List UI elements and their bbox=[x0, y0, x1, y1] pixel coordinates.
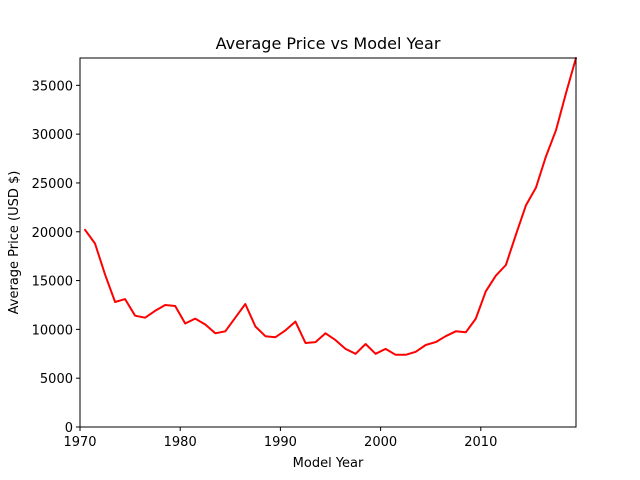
y-axis-ticks: 0 5000 10000 15000 20000 25000 30000 35000 bbox=[32, 79, 80, 436]
x-tick-label: 2010 bbox=[464, 435, 497, 450]
chart-title: Average Price vs Model Year bbox=[216, 34, 441, 53]
plot-area-frame bbox=[79, 57, 577, 428]
x-tick-label: 1970 bbox=[63, 435, 96, 450]
x-tick-label: 2000 bbox=[364, 435, 397, 450]
series-group bbox=[84, 57, 577, 356]
y-tick-label: 35000 bbox=[32, 79, 73, 94]
y-tick-label: 0 bbox=[65, 421, 73, 436]
y-tick-label: 15000 bbox=[32, 275, 73, 290]
y-tick-label: 5000 bbox=[40, 372, 73, 387]
y-tick-label: 25000 bbox=[32, 177, 73, 192]
x-tick-label: 1980 bbox=[164, 435, 197, 450]
x-tick-label: 1990 bbox=[264, 435, 297, 450]
x-axis-label: Model Year bbox=[293, 456, 364, 471]
y-tick-label: 30000 bbox=[32, 128, 73, 143]
price-series-line bbox=[84, 57, 577, 356]
y-axis-label: Average Price (USD $) bbox=[7, 171, 22, 315]
y-tick-label: 20000 bbox=[32, 226, 73, 241]
x-axis-ticks: 1970 1980 1990 2000 2010 bbox=[63, 427, 497, 450]
y-tick-label: 10000 bbox=[32, 323, 73, 338]
